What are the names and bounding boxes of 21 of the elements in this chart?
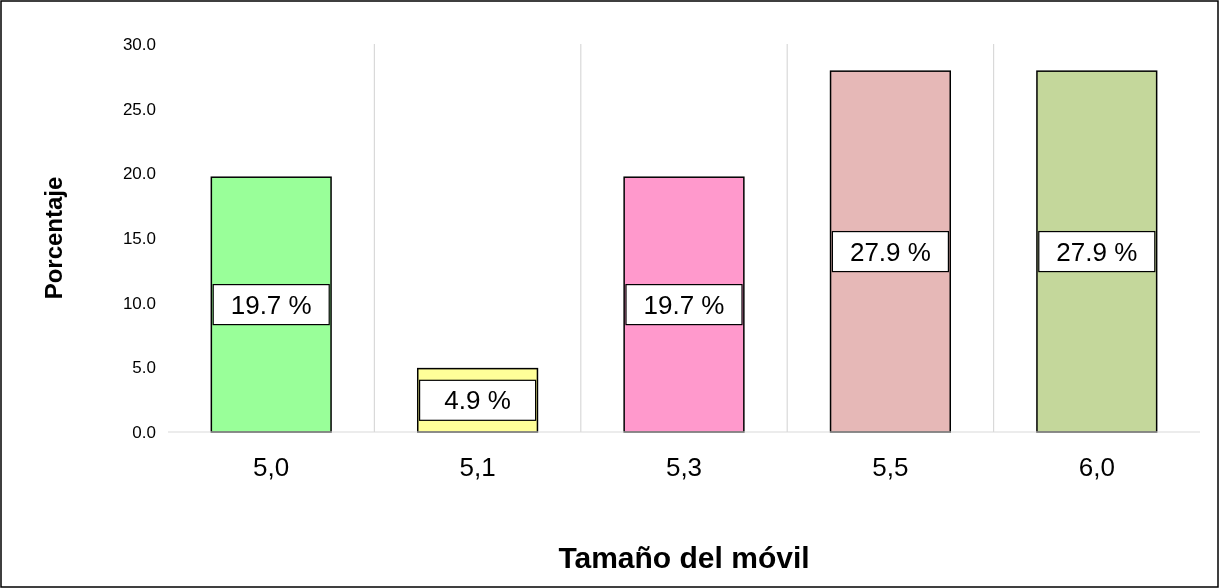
data-label: 19.7 % <box>643 289 725 320</box>
y-tick-label: 20.0 <box>122 164 156 184</box>
x-tick-label: 6,0 <box>1078 452 1115 482</box>
y-tick-label: 0.0 <box>132 423 156 442</box>
y-axis-title: Porcentaje <box>40 176 67 300</box>
y-tick-label: 5.0 <box>132 358 156 378</box>
data-label: 27.9 % <box>1056 236 1138 267</box>
data-label: 19.7 % <box>230 289 312 320</box>
bar <box>829 70 952 433</box>
bar <box>1036 70 1158 433</box>
x-tick-label: 5,0 <box>253 452 290 482</box>
x-tick-label: 5,1 <box>459 452 496 482</box>
y-tick-label: 25.0 <box>122 99 156 119</box>
x-axis-title: Tamaño del móvil <box>558 541 810 574</box>
x-tick-label: 5,3 <box>665 452 703 482</box>
data-label: 4.9 % <box>444 385 511 416</box>
x-tick-label: 5,5 <box>872 452 909 482</box>
data-label: 27.9 % <box>849 236 931 267</box>
y-tick-label: 15.0 <box>122 229 156 248</box>
y-tick-label: 30.0 <box>122 35 156 54</box>
y-tick-label: 10.0 <box>122 293 156 313</box>
